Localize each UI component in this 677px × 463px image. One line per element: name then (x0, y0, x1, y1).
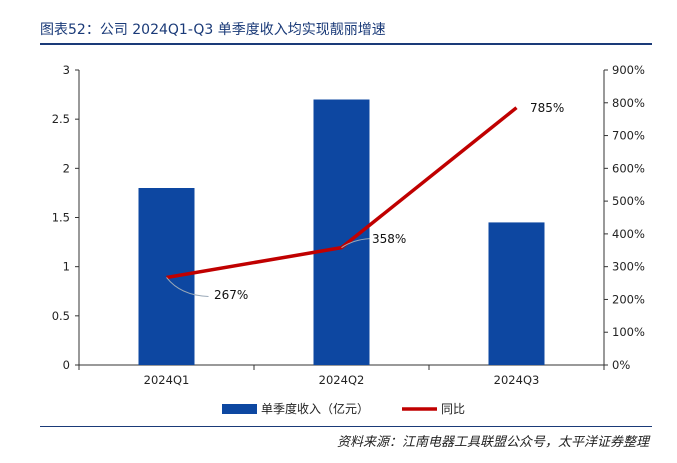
data-label-leader (166, 277, 209, 297)
legend-bar-label: 单季度收入（亿元） (261, 401, 369, 416)
right-tick-label: 400% (612, 227, 645, 241)
title-divider (40, 43, 652, 45)
x-tick-label: 2024Q2 (319, 373, 365, 387)
legend-bar-swatch (222, 404, 257, 414)
right-tick-label: 500% (612, 194, 645, 208)
left-tick-label: 1 (63, 260, 70, 274)
left-tick-label: 1.5 (52, 211, 70, 225)
left-tick-label: 2 (63, 161, 70, 175)
left-tick-label: 0 (63, 358, 70, 372)
footer-divider (40, 426, 652, 427)
right-tick-label: 200% (612, 292, 645, 306)
right-tick-label: 900% (612, 63, 645, 77)
left-tick-label: 0.5 (52, 309, 70, 323)
left-tick-label: 3 (63, 63, 70, 77)
right-tick-label: 0% (612, 358, 630, 372)
right-tick-label: 700% (612, 129, 645, 143)
chart-title: 图表52：公司 2024Q1-Q3 单季度收入均实现靓丽增速 (40, 22, 386, 38)
legend-line-label: 同比 (441, 402, 465, 416)
yoy-data-label: 267% (214, 288, 248, 302)
left-tick-label: 2.5 (52, 112, 70, 126)
right-tick-label: 100% (612, 325, 645, 339)
right-tick-label: 800% (612, 96, 645, 110)
x-tick-label: 2024Q1 (144, 373, 190, 387)
x-tick-label: 2024Q3 (494, 373, 540, 387)
bar-2024Q3 (488, 222, 545, 365)
yoy-data-label: 358% (372, 232, 406, 246)
right-tick-label: 600% (612, 161, 645, 175)
yoy-data-label: 785% (530, 101, 564, 115)
right-tick-label: 300% (612, 260, 645, 274)
source-note: 资料来源：江南电器工具联盟公众号，太平洋证券整理 (336, 435, 649, 450)
data-label-leader (341, 238, 370, 249)
